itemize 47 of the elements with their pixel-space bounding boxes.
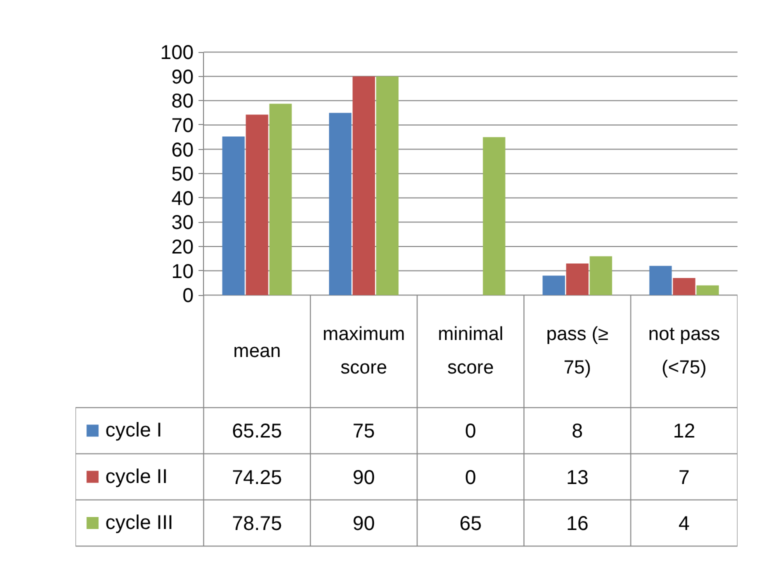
- data-label: 90: [352, 512, 375, 535]
- y-tick-label: 30: [171, 212, 194, 234]
- legend-label: cycle II: [105, 466, 168, 488]
- bar: [542, 276, 566, 296]
- bar: [696, 285, 719, 296]
- y-tick-label: 60: [171, 139, 194, 162]
- y-tick-label: 90: [171, 66, 194, 88]
- legend-label: cycle I: [105, 420, 162, 442]
- y-tick-label: 0: [182, 285, 194, 308]
- bar: [482, 137, 506, 296]
- data-label: 7: [678, 466, 690, 489]
- x-tick-label: minimal score: [438, 324, 504, 379]
- y-tick-label: 70: [171, 114, 194, 137]
- data-label: 74.25: [232, 466, 282, 489]
- bar: [352, 76, 375, 296]
- data-label: 13: [566, 466, 588, 489]
- bar: [329, 112, 352, 296]
- data-label: 12: [672, 420, 696, 443]
- data-label: 65: [459, 512, 482, 535]
- data-label: 78.75: [232, 512, 282, 535]
- bar: [246, 114, 268, 296]
- data-label: 75: [352, 420, 375, 443]
- y-tick-label: 10: [171, 260, 194, 283]
- data-label: 16: [566, 512, 588, 535]
- y-tick-label: 20: [171, 236, 194, 258]
- data-label: 0: [465, 466, 476, 489]
- bar: [376, 76, 399, 296]
- bar: [222, 136, 245, 296]
- data-label: 8: [572, 420, 583, 443]
- x-tick-label: pass (≥ 75): [546, 324, 608, 379]
- bar: [649, 266, 672, 296]
- bar: [590, 256, 612, 296]
- x-tick-label: not pass (<75): [648, 324, 720, 379]
- data-label: 4: [678, 512, 690, 535]
- bar: [269, 104, 292, 296]
- legend-label: cycle III: [105, 512, 174, 534]
- y-tick-label: 80: [171, 90, 194, 113]
- data-label: 0: [465, 420, 476, 443]
- y-tick-label: 40: [171, 188, 194, 210]
- data-label: 65.25: [232, 420, 282, 443]
- y-tick-label: 50: [171, 164, 194, 186]
- bar: [566, 263, 589, 296]
- x-tick-label: maximum score: [322, 324, 405, 379]
- x-tick-label: mean: [233, 340, 281, 362]
- y-tick-label: 100: [160, 42, 194, 64]
- bar: [672, 278, 696, 296]
- data-label: 90: [352, 466, 375, 489]
